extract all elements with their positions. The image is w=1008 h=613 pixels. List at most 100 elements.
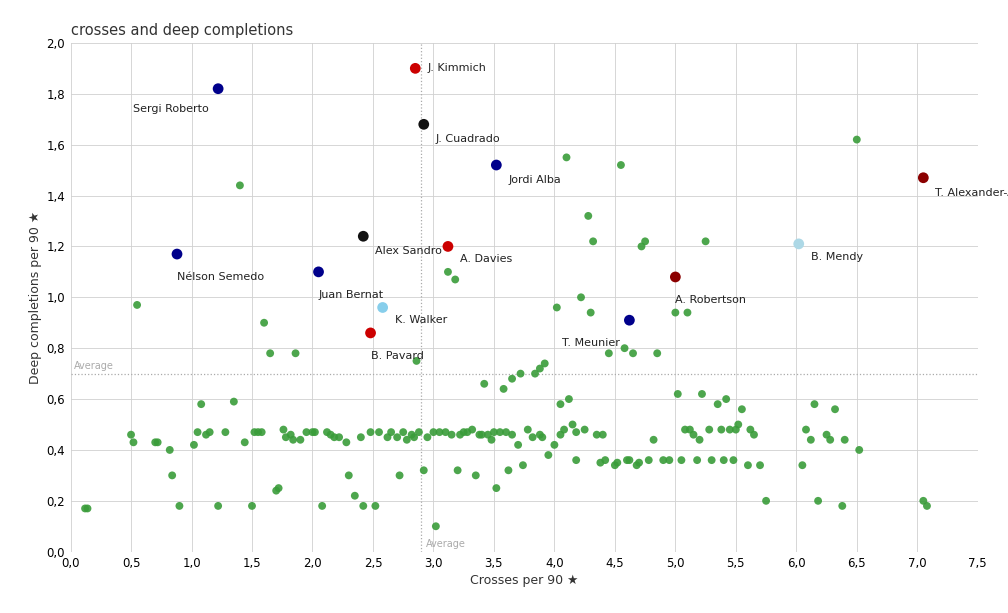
Point <box>484 435 500 444</box>
Point <box>569 427 585 437</box>
Point <box>546 440 562 450</box>
Point <box>527 368 543 378</box>
Point <box>363 427 379 437</box>
Point <box>275 425 291 435</box>
Point <box>395 427 411 437</box>
Point <box>123 430 139 440</box>
Point <box>147 438 163 447</box>
Point <box>827 405 843 414</box>
Point <box>589 430 605 440</box>
Point <box>319 427 335 437</box>
Point <box>609 458 625 468</box>
Point <box>232 180 248 190</box>
Point <box>323 430 339 440</box>
Point <box>278 432 294 442</box>
Point <box>510 440 526 450</box>
Point <box>80 503 96 513</box>
Point <box>835 501 851 511</box>
Text: J. Cuadrado: J. Cuadrado <box>435 134 501 145</box>
Point <box>474 430 490 440</box>
Point <box>292 435 308 444</box>
Point <box>716 455 732 465</box>
Point <box>427 521 444 531</box>
Point <box>560 394 577 404</box>
Point <box>849 135 865 145</box>
Point <box>268 485 284 495</box>
Point <box>355 501 371 511</box>
Point <box>585 237 601 246</box>
Text: Juan Bernat: Juan Bernat <box>319 290 384 300</box>
Text: T. Alexander-Arnold: T. Alexander-Arnold <box>935 188 1008 198</box>
Point <box>613 160 629 170</box>
Point <box>270 483 286 493</box>
Point <box>558 153 575 162</box>
Point <box>617 343 633 353</box>
Text: Average: Average <box>75 361 114 371</box>
Point <box>250 427 266 437</box>
Text: A. Davies: A. Davies <box>460 254 512 264</box>
Point <box>661 455 677 465</box>
Point <box>621 455 637 465</box>
Point <box>637 237 653 246</box>
Point <box>722 425 738 435</box>
Point <box>415 465 431 475</box>
Point <box>431 427 448 437</box>
Point <box>577 425 593 435</box>
Point <box>452 430 468 440</box>
Point <box>450 465 466 475</box>
Point <box>556 425 573 435</box>
Point <box>573 292 589 302</box>
Point <box>425 427 442 437</box>
Point <box>734 405 750 414</box>
Point <box>742 425 758 435</box>
Point <box>246 427 262 437</box>
Point <box>667 272 683 282</box>
Text: B. Pavard: B. Pavard <box>371 351 423 360</box>
Point <box>391 471 407 481</box>
Point <box>347 491 363 501</box>
Point <box>702 425 718 435</box>
Point <box>689 455 706 465</box>
Point <box>202 427 218 437</box>
Point <box>681 425 698 435</box>
Point <box>504 374 520 384</box>
Point <box>298 427 314 437</box>
Point <box>406 432 422 442</box>
Point <box>125 438 141 447</box>
Point <box>595 430 611 440</box>
Text: Nélson Semedo: Nélson Semedo <box>177 272 264 282</box>
Point <box>480 430 496 440</box>
Point <box>532 430 548 440</box>
Point <box>254 427 270 437</box>
Point <box>677 425 694 435</box>
Point <box>339 438 355 447</box>
Point <box>262 348 278 358</box>
Point <box>444 430 460 440</box>
Point <box>488 483 504 493</box>
Point <box>524 432 540 442</box>
Point <box>818 430 835 440</box>
Point <box>419 432 435 442</box>
Point <box>631 458 647 468</box>
Point <box>472 430 488 440</box>
Point <box>363 328 379 338</box>
Point <box>581 211 597 221</box>
Point <box>464 425 480 435</box>
Point <box>226 397 242 406</box>
Point <box>619 455 635 465</box>
Point <box>810 496 827 506</box>
Point <box>285 435 301 444</box>
Point <box>169 249 185 259</box>
Point <box>415 120 431 129</box>
Point <box>625 348 641 358</box>
Point <box>77 503 93 513</box>
Point <box>210 501 226 511</box>
Point <box>726 455 742 465</box>
Point <box>915 173 931 183</box>
Y-axis label: Deep completions per 90 ★: Deep completions per 90 ★ <box>29 211 42 384</box>
Point <box>408 356 424 366</box>
Point <box>468 471 484 481</box>
Point <box>536 359 552 368</box>
Point <box>649 348 665 358</box>
Point <box>915 496 931 506</box>
